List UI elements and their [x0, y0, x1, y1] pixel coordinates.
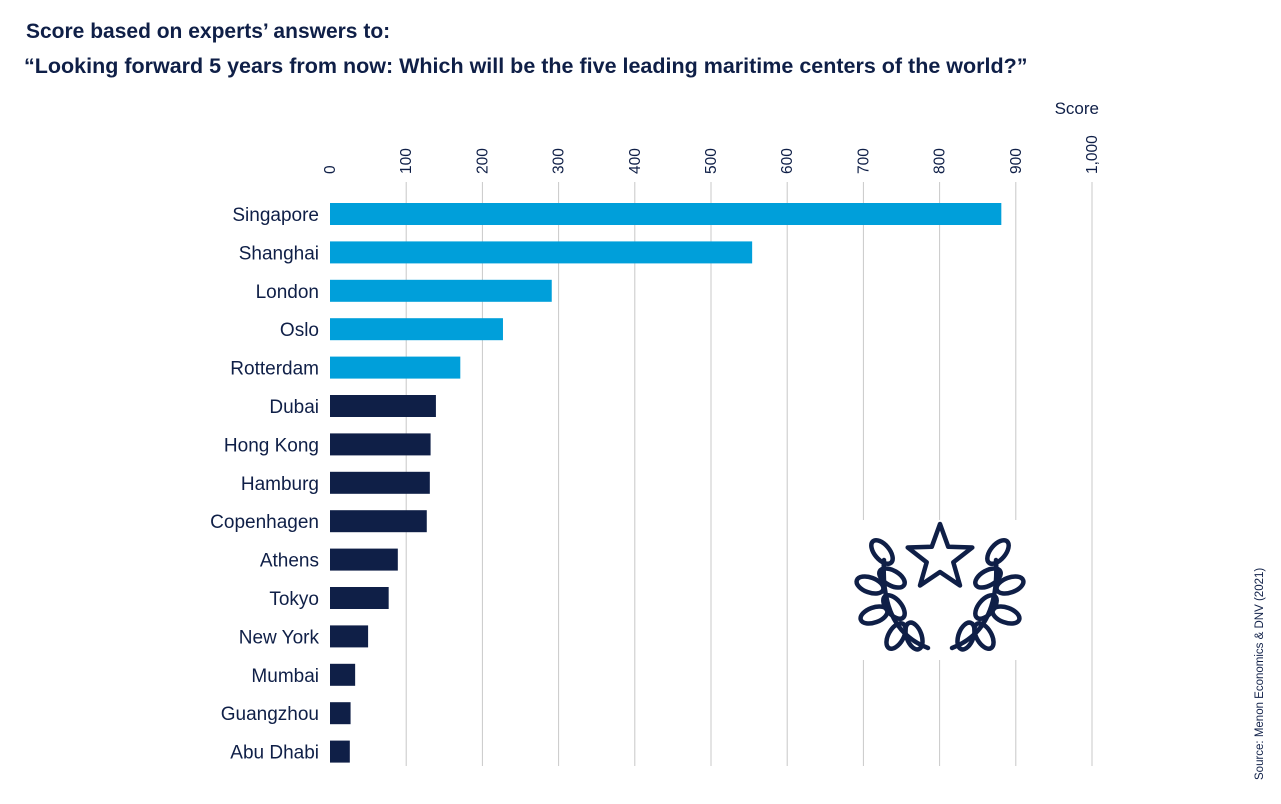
category-label: Guangzhou	[221, 704, 319, 725]
bar	[330, 279, 552, 302]
category-label: Singapore	[232, 205, 319, 226]
x-tick-label: 900	[1008, 148, 1025, 174]
bar	[330, 356, 461, 379]
x-tick-label: 100	[398, 148, 415, 174]
laurel-star-icon	[852, 520, 1028, 660]
x-tick-label: 400	[627, 148, 644, 174]
category-label: Rotterdam	[230, 359, 319, 380]
x-tick-label: 200	[474, 148, 491, 174]
star-icon	[905, 521, 975, 588]
category-label: Dubai	[269, 397, 319, 418]
category-label: Mumbai	[251, 666, 319, 687]
x-tick-label: 300	[551, 148, 568, 174]
laurel-branch-left	[854, 537, 931, 652]
chart-title: “Looking forward 5 years from now: Which…	[24, 54, 1028, 78]
x-axis-title: Score	[1055, 99, 1099, 118]
bar	[330, 587, 389, 609]
bar	[330, 471, 430, 494]
bar	[330, 318, 503, 341]
x-tick-label: 800	[932, 148, 949, 174]
x-tick-label: 700	[855, 148, 872, 174]
x-tick-label: 500	[703, 148, 720, 174]
category-label: Copenhagen	[210, 512, 319, 533]
bar	[330, 702, 351, 725]
bar	[330, 510, 427, 533]
category-label: Athens	[260, 551, 319, 572]
bar	[330, 241, 753, 264]
category-label: Hong Kong	[224, 435, 319, 456]
bar	[330, 625, 369, 648]
bar	[330, 203, 1002, 225]
laurel-branch-right	[949, 537, 1026, 652]
chart-subtitle: Score based on experts’ answers to:	[26, 20, 391, 43]
category-label: Hamburg	[241, 474, 319, 495]
category-label: London	[256, 282, 319, 303]
category-label: New York	[239, 627, 320, 648]
bar	[330, 548, 398, 571]
source-note: Source: Menon Economics & DNV (2021)	[1254, 567, 1266, 780]
bar	[330, 395, 436, 417]
bar	[330, 663, 356, 686]
bar	[330, 740, 350, 763]
x-tick-label: 0	[322, 165, 339, 174]
category-label: Shanghai	[239, 243, 319, 264]
category-label: Tokyo	[269, 589, 319, 610]
category-label: Oslo	[280, 320, 319, 341]
x-tick-label: 600	[779, 148, 796, 174]
bar	[330, 433, 431, 456]
category-label: Abu Dhabi	[230, 743, 319, 764]
x-tick-label: 1,000	[1084, 135, 1101, 174]
